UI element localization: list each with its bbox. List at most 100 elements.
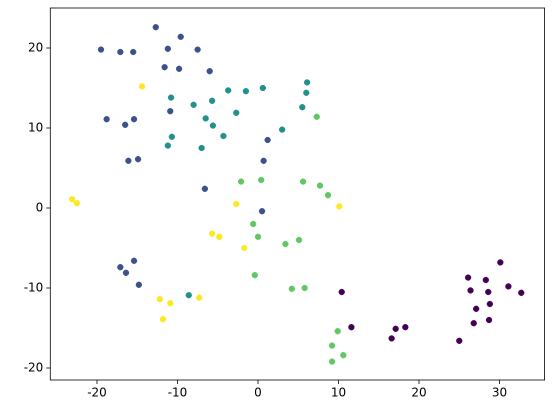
point — [303, 79, 311, 86]
point — [161, 64, 168, 71]
point — [258, 208, 266, 215]
point — [251, 272, 258, 279]
x-tick-label: 10 — [331, 386, 346, 400]
point — [135, 281, 143, 288]
x-tick-label: -20 — [87, 386, 107, 400]
point — [164, 45, 171, 52]
point — [388, 335, 395, 342]
point — [233, 200, 240, 208]
point — [334, 328, 341, 335]
point — [190, 101, 197, 108]
point — [250, 220, 257, 228]
point — [299, 104, 306, 111]
point — [456, 337, 463, 344]
point — [392, 325, 399, 332]
y-tick-label: 20 — [28, 41, 43, 55]
point — [464, 274, 472, 281]
point — [196, 294, 203, 301]
point — [279, 126, 286, 133]
point — [295, 236, 303, 244]
point — [486, 300, 494, 308]
point — [97, 46, 105, 53]
point — [202, 115, 209, 122]
point — [336, 203, 343, 210]
point — [208, 97, 216, 104]
point — [117, 48, 124, 56]
point — [152, 24, 159, 31]
point — [159, 316, 167, 323]
y-tick-label: 10 — [28, 121, 43, 135]
point — [241, 244, 248, 252]
point — [505, 283, 512, 290]
point — [167, 94, 175, 101]
point — [497, 259, 504, 266]
point — [485, 288, 492, 296]
point — [220, 132, 227, 140]
point — [138, 83, 146, 90]
point — [73, 200, 81, 207]
point — [259, 84, 266, 92]
point — [260, 157, 267, 164]
point — [282, 240, 289, 248]
point — [175, 65, 183, 72]
point — [467, 287, 474, 294]
x-tick-label: 30 — [492, 386, 507, 400]
point — [338, 288, 345, 296]
point — [328, 358, 336, 365]
y-tick-label: -20 — [24, 361, 44, 375]
point — [299, 178, 307, 185]
point — [198, 144, 205, 152]
point — [216, 233, 223, 240]
point — [316, 182, 324, 189]
point — [130, 116, 138, 123]
point — [208, 230, 216, 237]
point — [134, 156, 142, 163]
point — [340, 352, 347, 359]
point — [156, 296, 163, 303]
point — [242, 88, 250, 95]
y-tick-label: -10 — [24, 281, 44, 295]
point — [117, 264, 124, 271]
point — [254, 233, 262, 240]
point — [473, 305, 480, 312]
point — [122, 121, 129, 128]
point — [237, 178, 245, 185]
point — [201, 185, 209, 192]
point — [185, 292, 192, 299]
point — [485, 316, 493, 324]
point — [177, 33, 184, 40]
y-tick-label: 0 — [36, 201, 44, 215]
point — [103, 116, 110, 123]
point — [125, 157, 132, 164]
point — [68, 196, 76, 203]
point — [225, 87, 232, 94]
point — [328, 342, 336, 349]
point — [348, 324, 355, 331]
point — [482, 276, 489, 284]
point — [206, 68, 213, 75]
point — [168, 133, 176, 140]
point — [164, 142, 171, 149]
point — [324, 192, 332, 199]
point — [167, 300, 174, 307]
axes-frame — [49, 7, 545, 381]
point — [194, 46, 201, 53]
x-tick-label: 0 — [254, 386, 262, 400]
x-tick-label: 20 — [411, 386, 426, 400]
point — [233, 109, 240, 116]
point — [288, 285, 295, 292]
point — [402, 324, 409, 331]
point — [258, 176, 265, 184]
point — [167, 108, 174, 115]
point — [518, 289, 525, 296]
point — [303, 89, 310, 96]
plot-area — [68, 24, 525, 365]
point — [130, 48, 137, 56]
point — [313, 113, 320, 120]
point — [209, 122, 217, 129]
point — [264, 136, 271, 144]
point — [470, 320, 477, 327]
x-tick-label: -10 — [168, 386, 188, 400]
